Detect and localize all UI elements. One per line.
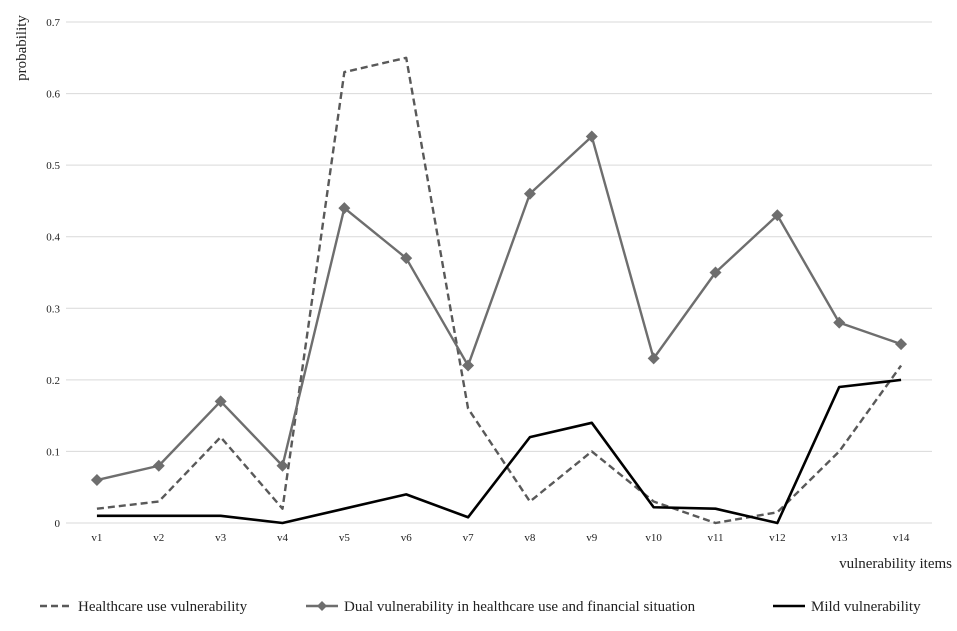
y-tick-label: 0.7	[46, 17, 60, 29]
x-tick-label: v9	[586, 532, 598, 544]
x-tick-label: v6	[401, 532, 413, 544]
legend-label: Healthcare use vulnerability	[78, 599, 248, 615]
data-point-marker	[523, 187, 536, 200]
grid-layer	[66, 21, 932, 524]
data-point-marker	[462, 359, 475, 372]
series-line	[96, 378, 902, 525]
data-point-marker	[276, 459, 289, 472]
series-3	[96, 378, 902, 525]
x-tick-label: v8	[524, 532, 536, 544]
legend-item: Mild vulnerability	[773, 599, 921, 615]
data-point-marker	[400, 252, 413, 265]
legend-label: Dual vulnerability in healthcare use and…	[344, 599, 696, 615]
data-point-marker	[833, 316, 846, 329]
x-tick-label: v14	[893, 532, 910, 544]
series-layer	[90, 56, 908, 525]
x-tick-label: v10	[645, 532, 662, 544]
x-tick-label: v5	[339, 532, 351, 544]
x-tick-label: v4	[277, 532, 289, 544]
data-point-marker	[90, 474, 103, 487]
y-axis-title: probability	[14, 15, 30, 81]
series-line	[96, 135, 902, 482]
x-tick-label: v7	[463, 532, 475, 544]
data-point-marker	[152, 459, 165, 472]
x-tick-label: v3	[215, 532, 227, 544]
legend: Healthcare use vulnerability Dual vulnera…	[40, 599, 921, 615]
x-tick-label: v13	[831, 532, 848, 544]
y-tick-label: 0.3	[46, 303, 60, 315]
data-point-marker	[338, 202, 351, 215]
data-point-marker	[895, 338, 908, 351]
y-tick-label: 0.5	[46, 160, 60, 172]
x-axis-title: vulnerability items	[839, 556, 952, 572]
legend-item: Healthcare use vulnerability	[40, 599, 248, 615]
x-tick-labels: v1 v2 v3 v4 v5 v6 v7 v8 v9 v10 v11 v12 v13 v14	[91, 532, 909, 544]
data-point-marker	[709, 266, 722, 279]
y-tick-labels: 0 0.1 0.2 0.3 0.4 0.5 0.6 0.7	[46, 17, 60, 530]
x-tick-label: v1	[91, 532, 102, 544]
series-2	[90, 130, 908, 487]
legend-label: Mild vulnerability	[811, 599, 921, 615]
x-tick-label: v2	[153, 532, 164, 544]
data-point-marker	[214, 395, 227, 408]
series-1	[96, 56, 903, 525]
legend-item: Dual vulnerability in healthcare use and…	[306, 599, 696, 615]
x-tick-label: v11	[707, 532, 723, 544]
y-tick-label: 0.2	[46, 375, 60, 387]
y-tick-label: 0.4	[46, 232, 60, 244]
series-line	[96, 56, 903, 525]
y-tick-label: 0.1	[46, 446, 60, 458]
data-point-marker	[771, 209, 784, 222]
data-point-marker	[647, 352, 660, 365]
data-point-marker	[585, 130, 598, 143]
y-tick-label: 0	[55, 518, 61, 530]
x-tick-label: v12	[769, 532, 786, 544]
legend-marker	[317, 601, 327, 611]
y-tick-label: 0.6	[46, 89, 60, 101]
